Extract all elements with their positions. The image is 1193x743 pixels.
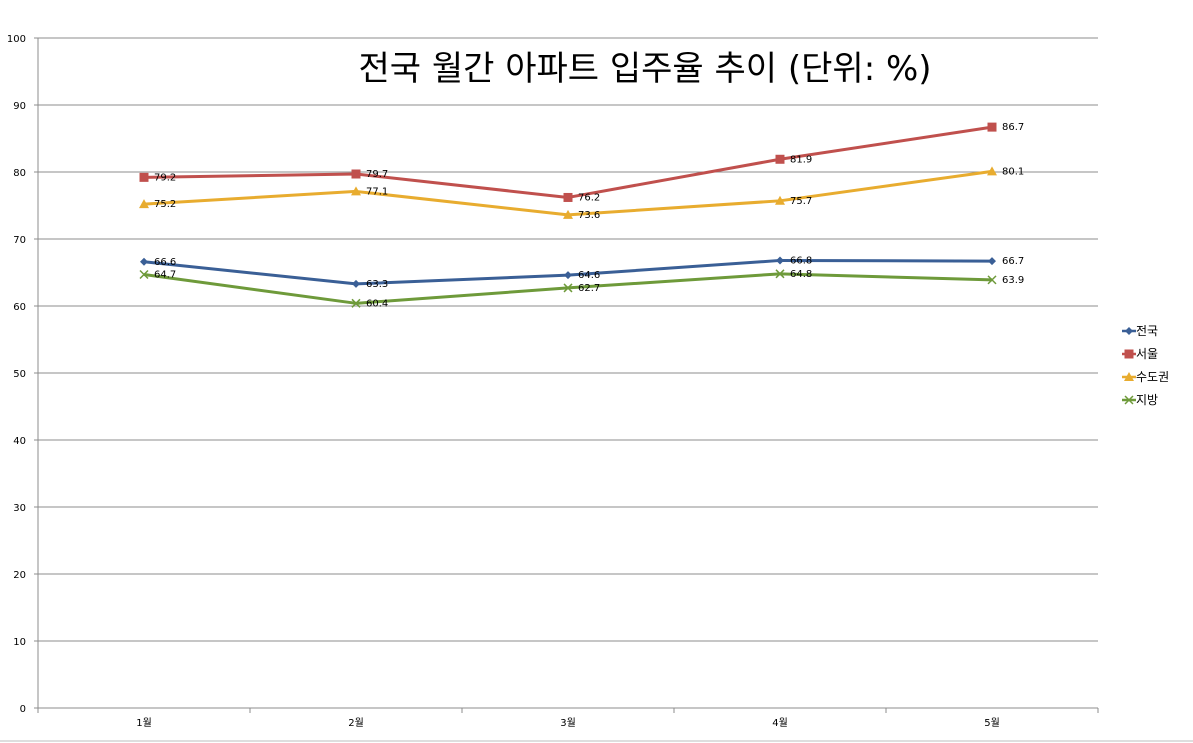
data-point-marker (775, 195, 785, 205)
x-tick-label: 2월 (348, 717, 364, 729)
data-point-marker (563, 192, 573, 202)
legend-item: 전국 (1122, 324, 1158, 338)
data-label: 62.7 (578, 283, 600, 294)
legend-marker (1125, 327, 1133, 335)
legend-label: 수도권 (1136, 370, 1169, 384)
x-tick-label: 5월 (984, 717, 1000, 729)
data-point-marker (140, 257, 148, 266)
data-point-marker (987, 122, 997, 132)
data-label: 79.2 (154, 172, 176, 183)
data-labels: 66.6 63.3 64.6 66.8 66.7 79.2 79.7 76.2 81.9 86.7… (154, 122, 1024, 309)
data-label: 66.6 (154, 257, 176, 268)
legend-label: 지방 (1136, 393, 1158, 407)
data-label: 75.7 (790, 196, 812, 207)
y-tick-label: 50 (13, 369, 26, 380)
data-label: 66.8 (790, 255, 812, 266)
legend-marker (1124, 349, 1134, 359)
data-label: 60.4 (366, 298, 388, 309)
data-label: 64.7 (154, 270, 176, 281)
data-label: 79.7 (366, 169, 388, 180)
marker-stroke (1124, 395, 1134, 405)
data-label: 81.9 (790, 154, 812, 165)
marker-stroke (351, 298, 361, 308)
legend-label: 전국 (1136, 324, 1158, 338)
y-tick-label: 100 (7, 34, 26, 45)
y-tick-label: 20 (13, 570, 26, 581)
data-point-marker (352, 279, 360, 288)
data-label: 66.7 (1002, 256, 1024, 267)
y-tick-label: 40 (13, 436, 26, 447)
legend-item: 지방 (1122, 393, 1158, 407)
data-point-marker (351, 186, 361, 196)
gridlines (38, 37, 1098, 709)
data-point-marker (139, 199, 149, 209)
series-lines (139, 122, 997, 308)
legend-marker (1124, 395, 1134, 405)
data-label: 80.1 (1002, 166, 1024, 177)
axes: 0 10 20 30 40 50 60 70 80 90 100 1월 2월 3월 4월 5월 (0, 34, 1193, 742)
data-label: 63.9 (1002, 275, 1024, 286)
x-tick-label: 1월 (136, 717, 152, 729)
series-line (143, 125, 993, 199)
y-tick-label: 90 (13, 101, 26, 112)
data-point-marker (139, 269, 149, 280)
marker-stroke (987, 275, 997, 285)
legend-item: 수도권 (1122, 370, 1169, 384)
data-point-marker (775, 269, 785, 279)
marker-stroke (139, 269, 149, 280)
data-label: 76.2 (578, 192, 600, 203)
y-tick-label: 0 (20, 704, 26, 715)
legend-item: 서울 (1122, 347, 1158, 361)
legend-marker (1124, 372, 1134, 381)
data-label: 64.8 (790, 269, 812, 280)
x-tick-label: 4월 (772, 717, 788, 729)
data-point-marker (563, 209, 573, 219)
data-point-marker (775, 154, 785, 164)
data-point-marker (776, 256, 784, 265)
data-label: 75.2 (154, 199, 176, 210)
data-point-marker (563, 283, 573, 293)
data-point-marker (988, 257, 996, 266)
data-point-marker (987, 275, 997, 285)
x-tick-label: 3월 (560, 717, 576, 729)
data-point-marker (139, 172, 149, 182)
marker-stroke (563, 283, 573, 293)
data-label: 86.7 (1002, 122, 1024, 133)
y-tick-label: 80 (13, 168, 26, 179)
y-tick-label: 70 (13, 235, 26, 246)
data-label: 73.6 (578, 210, 600, 221)
data-label: 63.3 (366, 279, 388, 290)
chart-title: 전국 월간 아파트 입주율 추이 (단위: %) (358, 49, 931, 89)
y-tick-label: 30 (13, 503, 26, 514)
data-point-marker (351, 169, 361, 179)
y-tick-label: 10 (13, 637, 26, 648)
data-label: 64.6 (578, 270, 600, 281)
data-point-marker (987, 166, 997, 176)
legend-label: 서울 (1136, 347, 1158, 361)
data-point-marker (351, 298, 361, 308)
marker-stroke (775, 269, 785, 279)
data-point-marker (564, 271, 572, 280)
y-tick-label: 60 (13, 302, 26, 313)
data-label: 77.1 (366, 186, 388, 197)
